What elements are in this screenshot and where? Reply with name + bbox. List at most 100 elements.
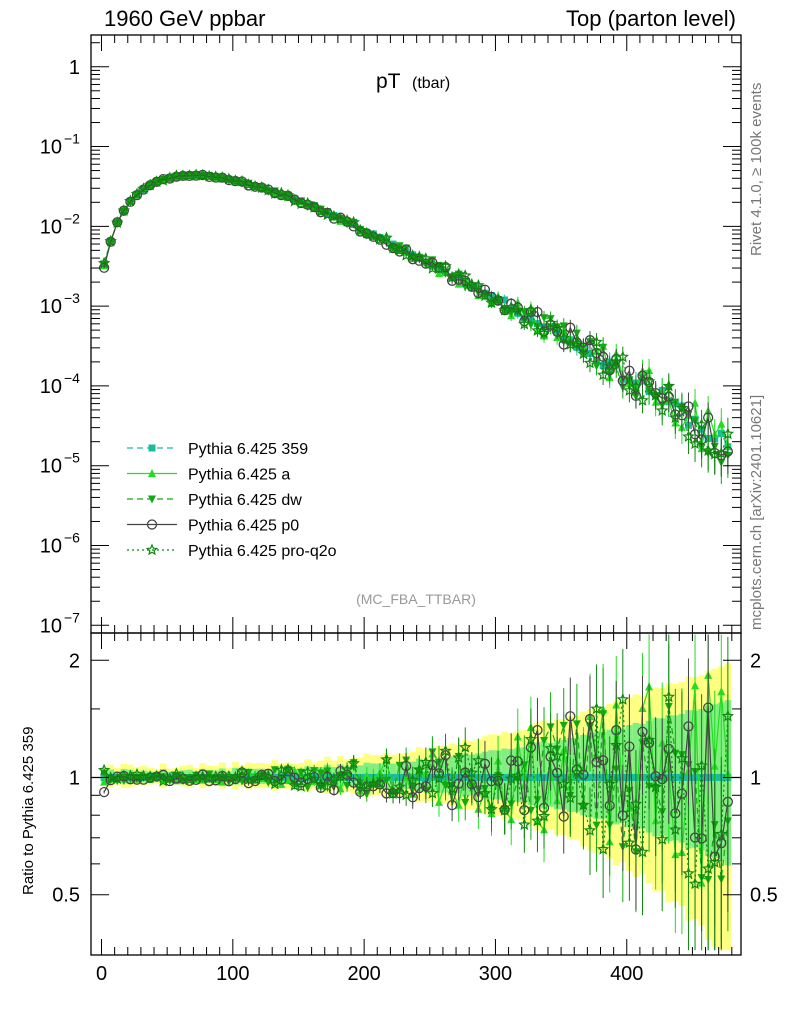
series-point	[216, 171, 229, 184]
ratio-point	[544, 741, 557, 754]
series-point	[222, 172, 236, 185]
ratio-point	[393, 780, 406, 793]
ratio-point	[308, 772, 321, 785]
ratio-point	[550, 749, 564, 762]
x-tick-label: 200	[347, 963, 380, 985]
series-point	[715, 446, 728, 459]
series-point	[472, 278, 485, 291]
series-line	[103, 174, 729, 456]
ratio-point	[559, 721, 568, 730]
ratio-point	[675, 751, 689, 764]
series-point	[721, 427, 735, 440]
series-point	[281, 188, 295, 201]
y-tick-exponent: −5	[64, 450, 80, 466]
ratio-point	[478, 786, 492, 799]
series-point	[695, 418, 708, 430]
series-line	[103, 174, 729, 464]
ratio-tick-label: 2	[69, 650, 80, 672]
ratio-point	[419, 755, 433, 768]
ratio-point	[294, 779, 308, 792]
ratio-point	[373, 777, 387, 789]
ratio-point	[682, 866, 695, 879]
series-point	[550, 321, 564, 334]
y-tick-exponent: −2	[64, 210, 80, 226]
series-main-4	[97, 168, 735, 475]
series-point	[393, 243, 406, 256]
ratio-point	[453, 778, 464, 789]
ratio-point	[570, 766, 584, 778]
ratio-point	[401, 760, 412, 772]
series-point	[518, 317, 531, 330]
ratio-point	[691, 681, 700, 690]
legend-label: Pythia 6.425 dw	[188, 492, 302, 509]
series-point	[682, 430, 695, 442]
series-line	[103, 174, 729, 455]
series-point	[565, 322, 576, 333]
y-tick-label: 10	[40, 456, 62, 478]
series-point	[235, 174, 249, 187]
series-point	[703, 412, 714, 423]
ratio-tick-label: 1	[69, 767, 80, 789]
ratio-frame	[90, 632, 742, 956]
ratio-point	[98, 786, 110, 798]
ratio-point	[592, 821, 601, 830]
series-point	[688, 437, 702, 450]
series-point	[97, 256, 111, 269]
series-point	[596, 368, 610, 381]
series-point	[656, 404, 669, 416]
series-point	[570, 336, 584, 349]
y-tick-label: 10	[40, 615, 62, 637]
ratio-point	[498, 803, 511, 816]
ratio-point	[104, 771, 118, 784]
ratio-point	[399, 788, 413, 801]
legend-label: Pythia 6.425 359	[188, 441, 308, 458]
legend: Pythia 6.425 359 Pythia 6.425 a Pythia 6.4…	[127, 441, 337, 560]
ratio-tick-label-right: 0.5	[750, 885, 778, 907]
series-point	[524, 303, 538, 316]
ratio-point	[262, 770, 275, 783]
ratio-point	[708, 855, 721, 868]
series-point	[321, 208, 334, 221]
series-point	[491, 293, 505, 305]
series-point	[459, 269, 472, 281]
ratio-point	[688, 877, 702, 890]
series-point	[637, 370, 648, 381]
series-point	[100, 260, 109, 269]
ratio-point	[288, 778, 301, 791]
ratio-point	[340, 763, 354, 776]
series-point	[592, 362, 601, 371]
series-point	[248, 179, 262, 192]
ratio-point	[130, 767, 144, 780]
ratio-point	[301, 765, 314, 778]
series-point	[268, 187, 282, 200]
y-tick-label: 10	[40, 535, 62, 557]
series-point	[572, 329, 581, 338]
ratio-point	[445, 781, 459, 794]
axis-ticks: 110−110−210−310−410−510−610 −70.5 0.51 12 20…	[40, 35, 778, 985]
ratio-point	[507, 800, 516, 809]
series-point	[360, 226, 373, 239]
series-point	[196, 168, 209, 181]
ratio-point	[537, 809, 551, 822]
plot-title-sub: (tbar)	[412, 75, 450, 92]
ratio-point	[721, 709, 735, 722]
ratio-point	[669, 823, 682, 836]
series-main-3	[98, 169, 734, 477]
ratio-point	[157, 774, 170, 787]
legend-marker	[148, 495, 156, 504]
ratio-point	[170, 767, 183, 780]
ratio-point	[255, 769, 269, 781]
ratio-point	[649, 780, 662, 793]
series-point	[413, 250, 426, 263]
y-tick-label: 10	[40, 296, 62, 318]
y-tick-exponent: −7	[64, 609, 80, 625]
ratio-point	[695, 759, 708, 772]
ratio-point	[413, 763, 426, 775]
series-point	[452, 267, 465, 280]
ratio-point	[485, 802, 498, 815]
series-point	[327, 209, 341, 222]
series-line	[103, 174, 729, 449]
ratio-point	[389, 773, 397, 781]
ratio-point	[268, 777, 282, 790]
